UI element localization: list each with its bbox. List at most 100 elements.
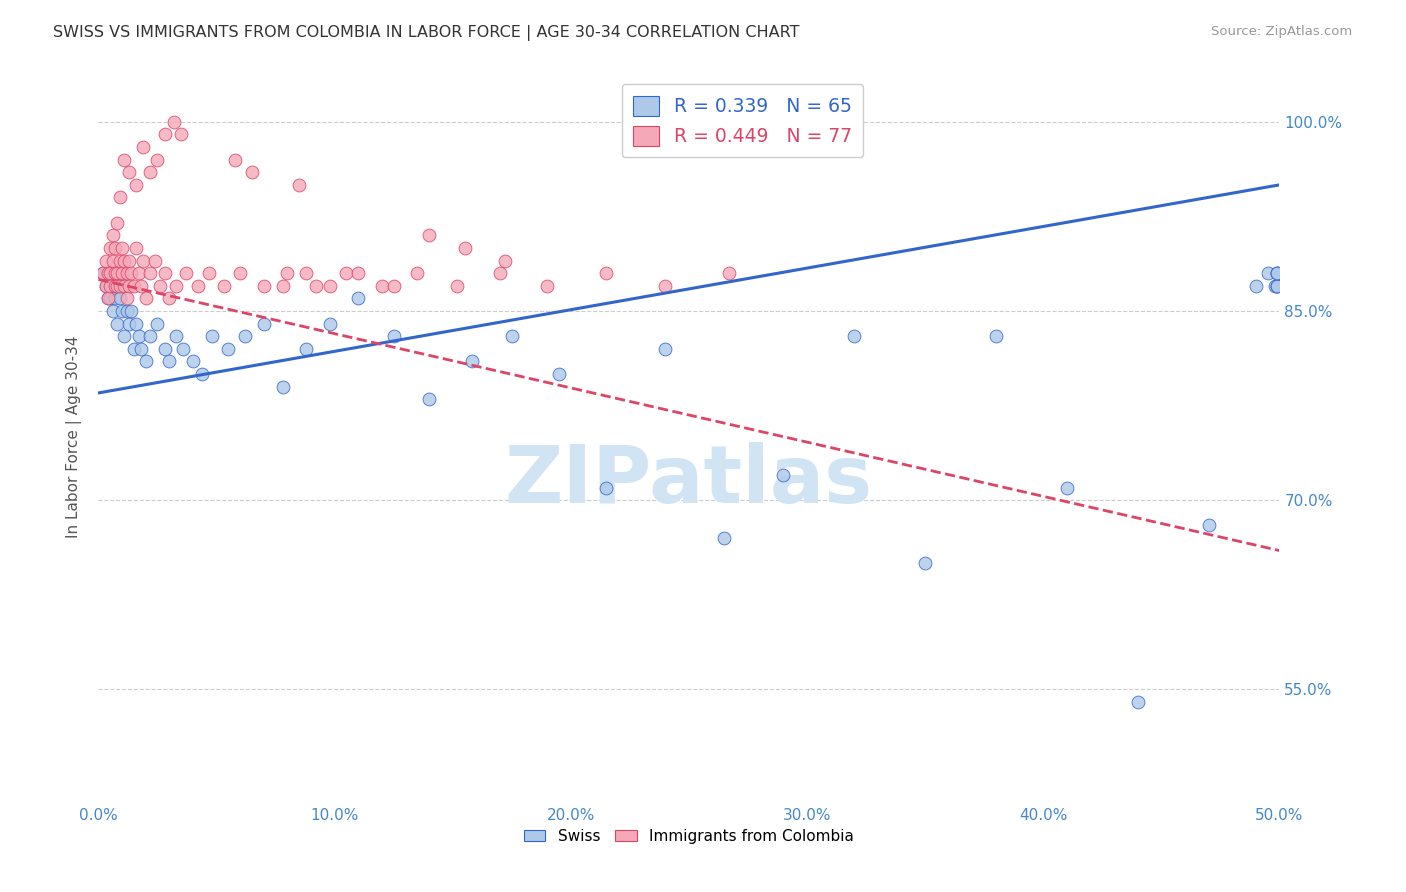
Point: [125, 317, 148, 331]
Point: [371, 278, 394, 293]
Point: [118, 253, 141, 268]
Point: [101, 228, 124, 243]
Point: [1257, 266, 1279, 280]
Text: ZIPatlas: ZIPatlas: [505, 442, 873, 520]
Point: [104, 278, 127, 293]
Point: [121, 266, 143, 280]
Point: [115, 304, 138, 318]
Point: [229, 266, 252, 280]
Point: [253, 278, 276, 293]
Point: [146, 317, 169, 331]
Point: [536, 278, 558, 293]
Point: [844, 329, 866, 343]
Point: [105, 278, 128, 293]
Point: [595, 481, 617, 495]
Point: [446, 278, 468, 293]
Point: [112, 278, 135, 293]
Point: [108, 266, 131, 280]
Point: [1265, 278, 1288, 293]
Point: [172, 342, 194, 356]
Point: [111, 266, 134, 280]
Point: [654, 342, 676, 356]
Point: [132, 140, 155, 154]
Point: [94, 278, 117, 293]
Point: [115, 266, 138, 280]
Point: [112, 329, 135, 343]
Point: [181, 354, 204, 368]
Point: [111, 304, 134, 318]
Point: [132, 253, 155, 268]
Point: [1265, 278, 1288, 293]
Point: [101, 304, 124, 318]
Point: [460, 354, 482, 368]
Point: [101, 266, 124, 280]
Point: [149, 278, 172, 293]
Point: [91, 266, 114, 280]
Point: [319, 317, 342, 331]
Point: [240, 165, 263, 179]
Point: [111, 278, 134, 293]
Point: [105, 216, 128, 230]
Y-axis label: In Labor Force | Age 30-34: In Labor Force | Age 30-34: [66, 335, 83, 539]
Point: [108, 253, 131, 268]
Point: [1265, 278, 1288, 293]
Legend: Swiss, Immigrants from Colombia: Swiss, Immigrants from Colombia: [517, 822, 860, 850]
Point: [153, 128, 176, 142]
Point: [305, 278, 328, 293]
Point: [146, 153, 169, 167]
Point: [139, 165, 162, 179]
Point: [1265, 266, 1288, 280]
Point: [112, 153, 135, 167]
Point: [122, 278, 145, 293]
Point: [1264, 278, 1286, 293]
Point: [253, 317, 276, 331]
Point: [105, 266, 128, 280]
Point: [101, 253, 124, 268]
Point: [94, 253, 117, 268]
Point: [489, 266, 512, 280]
Point: [91, 266, 114, 280]
Point: [295, 342, 318, 356]
Point: [170, 128, 193, 142]
Point: [135, 354, 157, 368]
Point: [104, 266, 127, 280]
Point: [453, 241, 475, 255]
Point: [125, 178, 148, 192]
Point: [233, 329, 256, 343]
Point: [165, 329, 187, 343]
Point: [104, 278, 127, 293]
Point: [772, 467, 794, 482]
Text: Source: ZipAtlas.com: Source: ZipAtlas.com: [1212, 25, 1353, 38]
Point: [165, 278, 187, 293]
Point: [98, 278, 121, 293]
Point: [335, 266, 357, 280]
Point: [418, 392, 440, 407]
Point: [174, 266, 197, 280]
Point: [1056, 481, 1078, 495]
Point: [1126, 695, 1149, 709]
Point: [191, 367, 214, 381]
Point: [98, 291, 121, 305]
Point: [718, 266, 741, 280]
Point: [1265, 266, 1288, 280]
Point: [271, 278, 294, 293]
Point: [548, 367, 571, 381]
Point: [1244, 278, 1267, 293]
Point: [97, 291, 120, 305]
Point: [128, 329, 150, 343]
Point: [157, 291, 180, 305]
Point: [217, 342, 239, 356]
Point: [122, 342, 145, 356]
Point: [94, 278, 117, 293]
Point: [501, 329, 523, 343]
Point: [97, 291, 120, 305]
Point: [418, 228, 440, 243]
Point: [108, 278, 131, 293]
Point: [654, 278, 676, 293]
Point: [288, 178, 311, 192]
Point: [139, 329, 162, 343]
Point: [112, 253, 135, 268]
Point: [187, 278, 209, 293]
Point: [129, 278, 152, 293]
Point: [115, 291, 138, 305]
